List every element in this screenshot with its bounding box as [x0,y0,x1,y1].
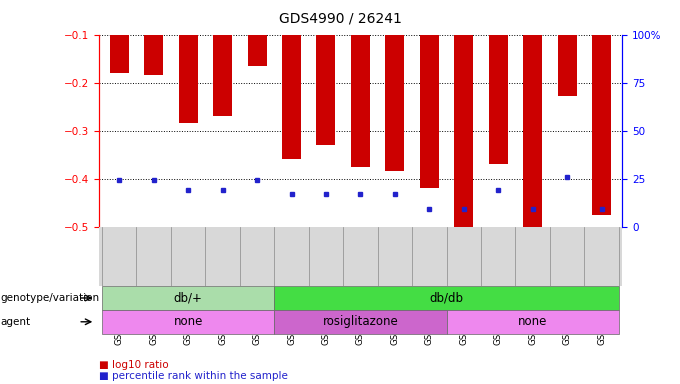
Bar [489,35,508,164]
Bar [109,35,129,73]
Bar [420,35,439,188]
Bar [248,35,267,66]
Bar [282,35,301,159]
Bar [351,35,370,167]
Text: none: none [518,315,547,328]
Text: ■ log10 ratio: ■ log10 ratio [99,360,168,370]
Text: db/+: db/+ [173,291,203,305]
Bar [213,35,232,116]
Bar [316,35,335,145]
Text: db/db: db/db [430,291,464,305]
Text: GDS4990 / 26241: GDS4990 / 26241 [279,12,401,25]
Bar [558,35,577,96]
Text: ■ percentile rank within the sample: ■ percentile rank within the sample [99,371,288,381]
Bar [592,35,611,215]
Bar [179,35,198,123]
Text: agent: agent [0,317,30,327]
Text: genotype/variation: genotype/variation [0,293,99,303]
Bar [523,35,542,227]
Text: none: none [173,315,203,328]
Bar [386,35,405,171]
Text: rosiglitazone: rosiglitazone [322,315,398,328]
Bar [144,35,163,75]
Bar [454,35,473,227]
